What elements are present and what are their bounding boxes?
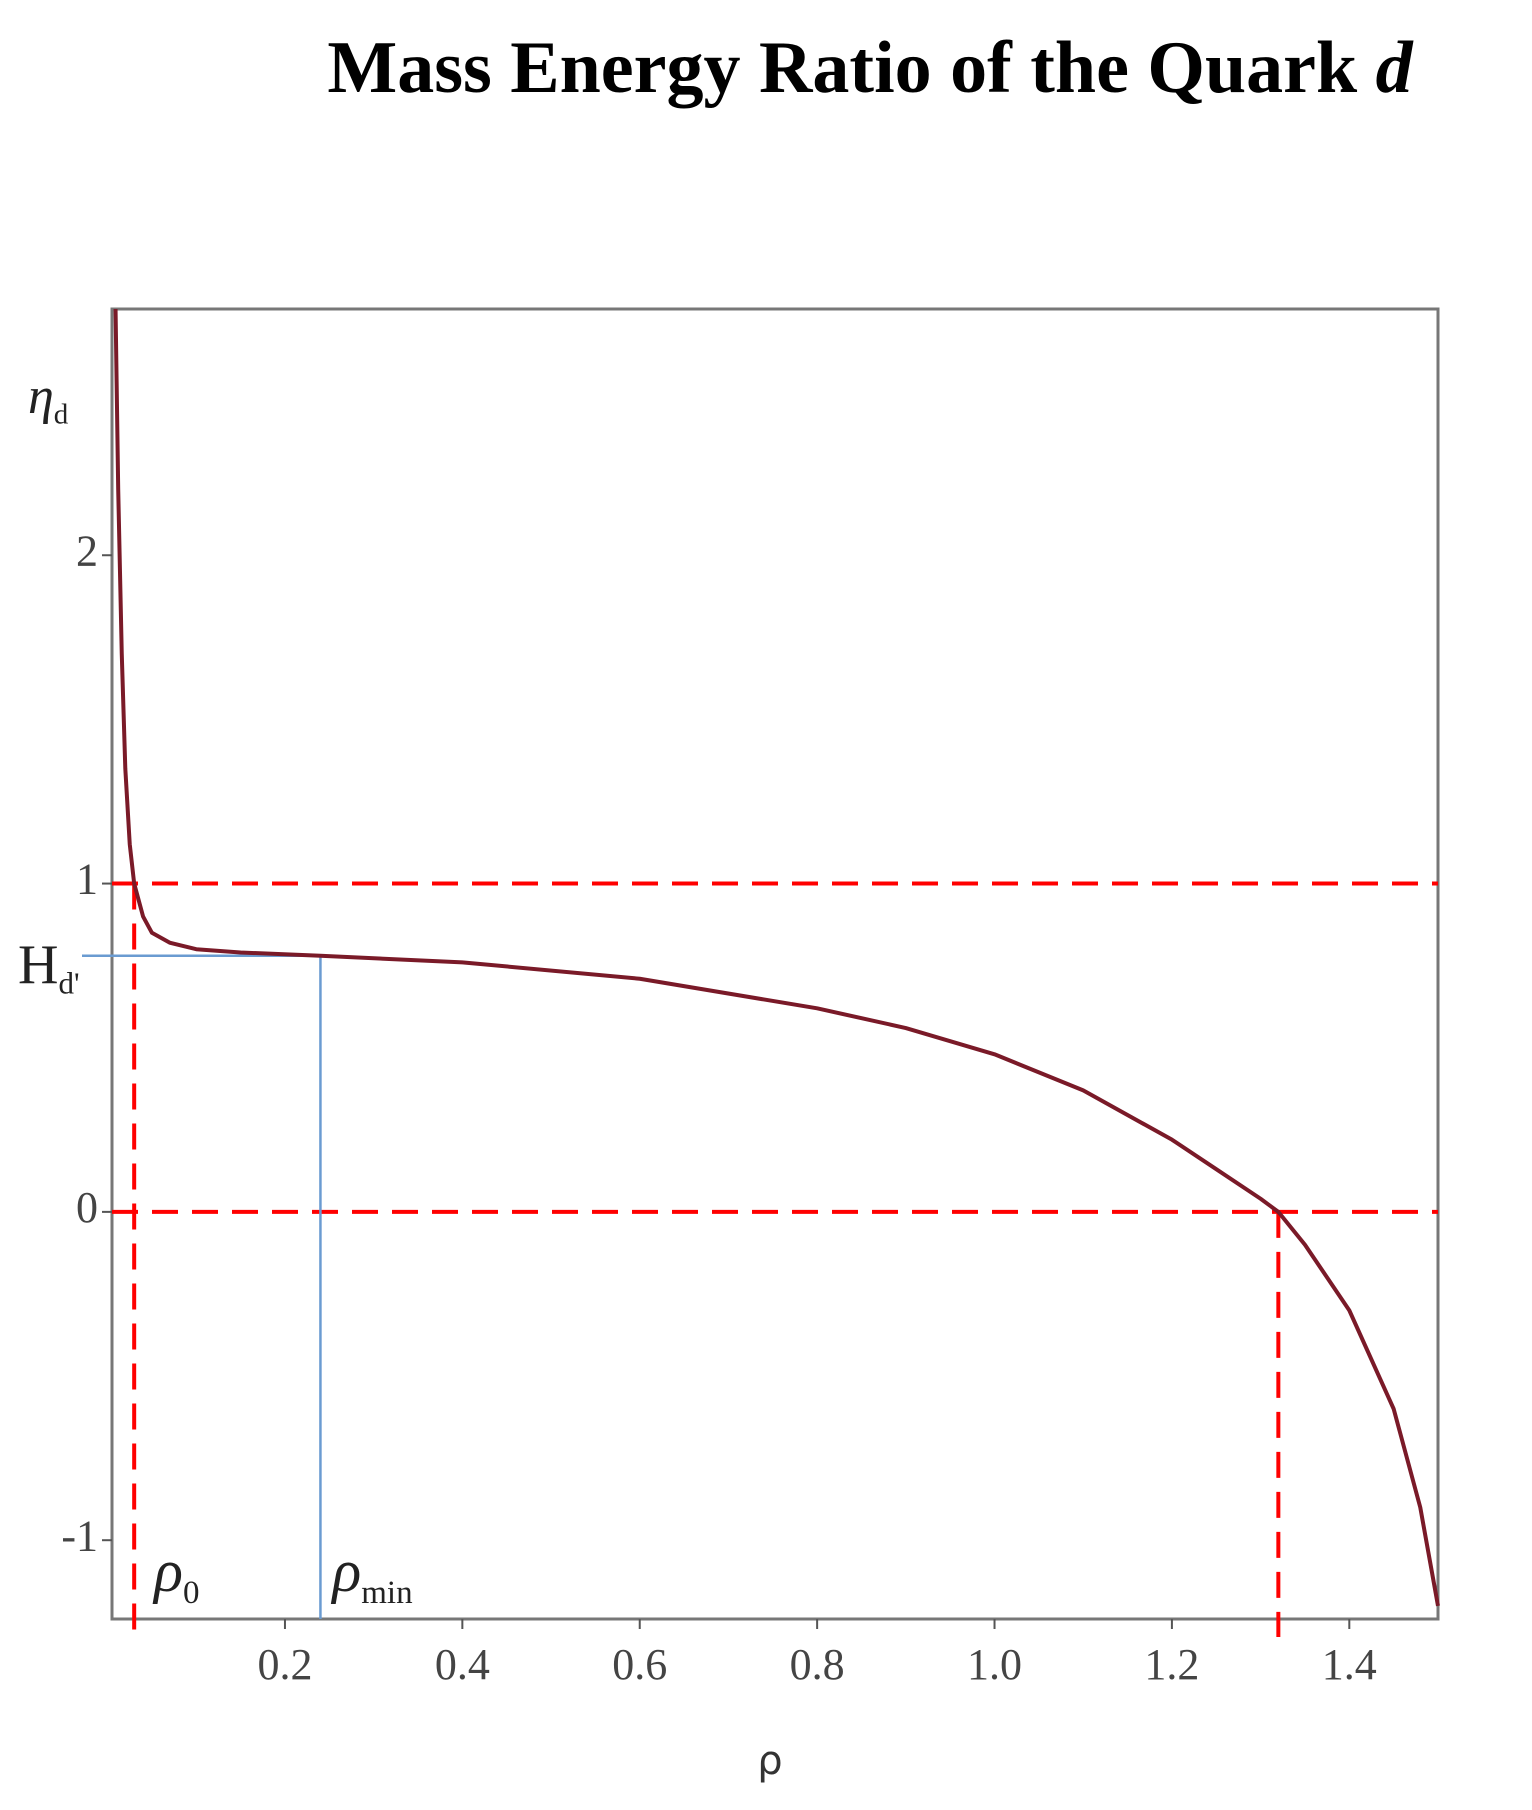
x-tick-label: 1.0: [967, 1640, 1022, 1689]
annotation-subscript: min: [361, 1575, 412, 1611]
y-tick-label: 1: [76, 855, 98, 904]
x-tick-label: 0.6: [612, 1640, 667, 1689]
data-line: [113, 308, 1440, 1607]
annotation-subscript: d': [58, 966, 79, 1001]
annotation-subscript: 0: [183, 1575, 200, 1611]
annotation: ρ0: [152, 1538, 199, 1611]
y-tick-label: -1: [61, 1511, 98, 1560]
y-tick-label: 2: [76, 526, 98, 575]
annotation-symbol: ρ: [152, 1538, 183, 1604]
annotation-symbol: H: [18, 934, 58, 996]
title-symbol: d: [1376, 27, 1414, 109]
y-tick-label: 0: [76, 1183, 98, 1232]
title-text: Mass Energy Ratio of the Quark: [327, 27, 1358, 109]
x-tick-label: 0.8: [790, 1640, 845, 1689]
annotation-subscript: d: [54, 398, 69, 430]
x-tick-label: 0.2: [257, 1640, 312, 1689]
x-tick-label: 1.2: [1144, 1640, 1199, 1689]
x-tick-label: 1.4: [1322, 1640, 1377, 1689]
annotation-symbol: ρ: [330, 1538, 361, 1604]
plot-frame: [110, 307, 1440, 1621]
annotation: Hd': [18, 934, 80, 1001]
annotation: ρmin: [330, 1538, 412, 1611]
annotation: ηd: [28, 368, 69, 430]
chart-title: Mass Energy Ratio of the Quark d: [327, 27, 1413, 109]
x-tick-label: 0.4: [435, 1640, 490, 1689]
annotation-symbol: η: [28, 368, 54, 425]
x-axis-label: ρ: [757, 1738, 782, 1784]
